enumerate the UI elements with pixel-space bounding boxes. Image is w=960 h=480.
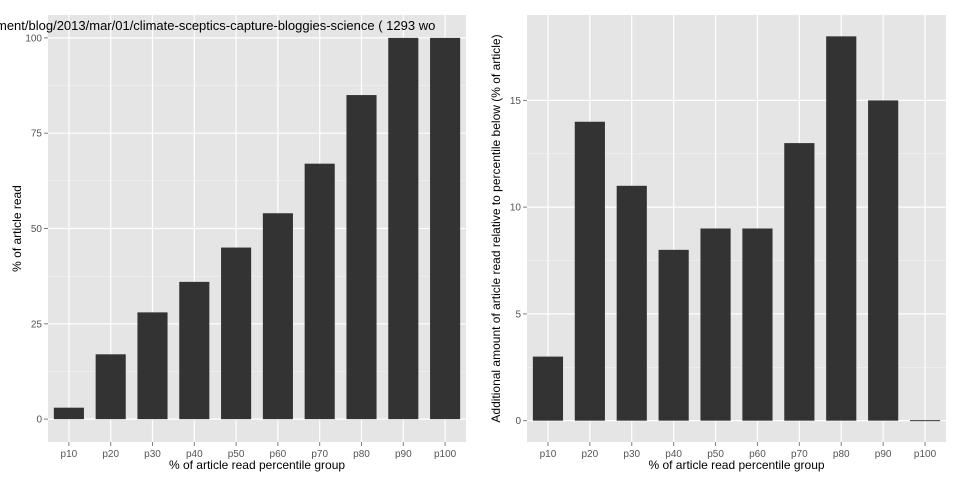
- x-tick-label: p70: [311, 449, 328, 460]
- x-tick-label: p20: [582, 449, 599, 460]
- bar-p30: [137, 312, 168, 420]
- y-tick-label: 50: [31, 224, 43, 235]
- bar-p50: [221, 247, 252, 420]
- bar-p70: [784, 143, 815, 421]
- x-tick-label: p50: [707, 449, 724, 460]
- y-tick-label: 15: [510, 96, 522, 107]
- y-tick-label: 10: [510, 203, 522, 214]
- bar-p80: [826, 36, 857, 421]
- bar-p60: [262, 213, 293, 420]
- x-tick-label: p20: [102, 449, 119, 460]
- bar-p50: [700, 228, 731, 421]
- x-tick-label: p30: [144, 449, 161, 460]
- bar-p100: [430, 37, 461, 420]
- bar-p90: [868, 100, 899, 421]
- chart-1: 0 25 50 75 100 p10 p20 p30 p40 p50 p60 p70 p80 p90 p10…: [0, 15, 466, 472]
- x-tick-label: p100: [434, 449, 457, 460]
- y-axis-title: Additional amount of article read relati…: [489, 34, 503, 422]
- panel-separator: [470, 0, 488, 480]
- bar-p30: [616, 185, 647, 421]
- y-tick-label: 25: [31, 319, 43, 330]
- x-tick-label: p10: [61, 449, 78, 460]
- y-tick-label: 75: [31, 129, 43, 140]
- bar-p80: [346, 95, 377, 420]
- bar-p40: [179, 281, 210, 420]
- bar-p60: [742, 228, 773, 421]
- x-axis-title: % of article read percentile group: [169, 458, 345, 472]
- chart-2: 0 5 10 15 p10 p20 p30 p40 p50 p60 p70 p80 p90 p100 % o…: [489, 15, 946, 472]
- x-axis-title: % of article read percentile group: [648, 458, 824, 472]
- x-tick-label: p100: [914, 449, 937, 460]
- x-tick-label: p90: [875, 449, 892, 460]
- y-tick-label: 0: [515, 416, 521, 427]
- bar-p70: [304, 163, 335, 420]
- x-tick-label: p40: [186, 449, 203, 460]
- bar-p20: [95, 354, 126, 420]
- x-tick-label: p80: [833, 449, 850, 460]
- y-tick-label: 5: [515, 309, 521, 320]
- x-tick-label: p70: [791, 449, 808, 460]
- bar-p90: [388, 37, 419, 420]
- bar-p10: [532, 356, 564, 421]
- chart-title: ment/blog/2013/mar/01/climate-sceptics-c…: [0, 18, 435, 33]
- y-tick-label: 100: [25, 33, 42, 44]
- bar-p100: [909, 420, 941, 422]
- bar-p10: [53, 407, 84, 420]
- x-tick-label: p80: [353, 449, 370, 460]
- x-tick-label: p50: [228, 449, 245, 460]
- x-tick-label: p40: [665, 449, 682, 460]
- y-tick-label: 0: [36, 415, 42, 426]
- x-tick-label: p30: [623, 449, 640, 460]
- bar-p20: [574, 121, 605, 421]
- x-tick-label: p60: [749, 449, 766, 460]
- x-tick-label: p60: [270, 449, 287, 460]
- x-tick-label: p10: [540, 449, 557, 460]
- x-tick-label: p90: [395, 449, 412, 460]
- y-axis-title: % of article read: [10, 185, 24, 272]
- bar-p40: [658, 249, 689, 421]
